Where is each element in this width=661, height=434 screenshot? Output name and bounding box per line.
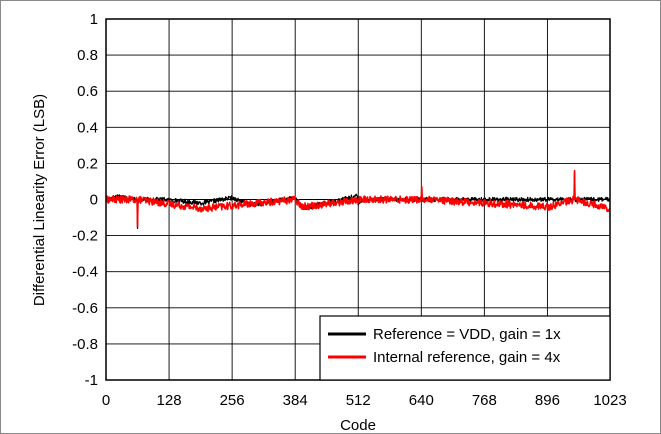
y-tick-label: 0.6 <box>77 83 98 100</box>
x-tick-label: 512 <box>346 392 371 409</box>
x-tick-label: 1023 <box>593 392 626 409</box>
x-tick-label: 128 <box>157 392 182 409</box>
y-tick-label: -0.2 <box>72 228 98 245</box>
legend-label-internal: Internal reference, gain = 4x <box>373 349 561 366</box>
y-tick-labels: -1 -0.8 -0.6 -0.4 -0.2 0 0.2 0.4 0.6 0.8 1 <box>72 11 98 389</box>
x-tick-label: 384 <box>283 392 308 409</box>
y-tick-label: 0.4 <box>77 119 98 136</box>
x-axis-title: Code <box>340 417 376 434</box>
y-tick-label: 0.2 <box>77 155 98 172</box>
series-line-internal <box>105 169 611 228</box>
x-tick-labels: 0 128 256 384 512 640 768 896 1023 <box>102 392 627 409</box>
legend-box <box>319 315 611 381</box>
x-tick-label: 768 <box>472 392 497 409</box>
x-tick-label: 896 <box>535 392 560 409</box>
y-tick-label: -0.6 <box>72 300 98 317</box>
y-tick-label: -1 <box>85 372 98 389</box>
y-tick-label: 1 <box>90 11 98 28</box>
y-tick-label: 0.8 <box>77 47 98 64</box>
y-tick-label: -0.4 <box>72 264 98 281</box>
x-tick-label: 640 <box>409 392 434 409</box>
y-tick-label: -0.8 <box>72 336 98 353</box>
legend-label-vdd: Reference = VDD, gain = 1x <box>373 326 561 343</box>
y-tick-label: 0 <box>90 192 98 209</box>
x-tick-label: 0 <box>102 392 110 409</box>
legend: Reference = VDD, gain = 1x Internal refe… <box>319 315 611 381</box>
y-axis-title: Differential Linearity Error (LSB) <box>31 94 48 306</box>
data-series <box>105 169 611 230</box>
x-tick-label: 256 <box>220 392 245 409</box>
